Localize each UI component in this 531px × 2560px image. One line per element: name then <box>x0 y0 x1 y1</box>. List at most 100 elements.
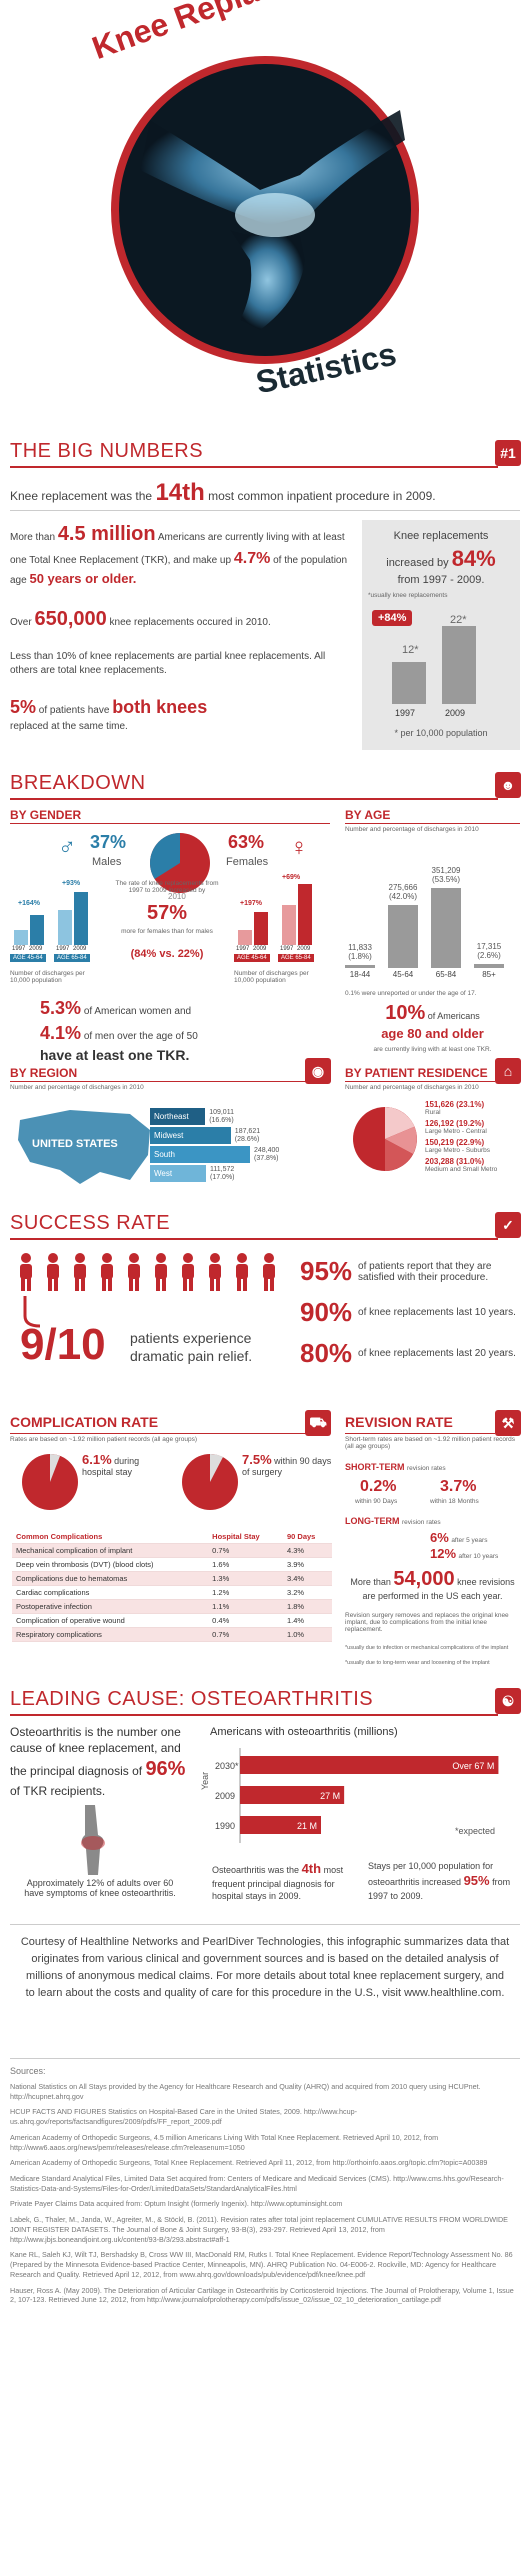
male-bar <box>58 910 72 945</box>
table-row: Mechanical complication of implant 0.7% 4.… <box>12 1543 332 1558</box>
bar-2009 <box>442 626 476 704</box>
age-value: 275,666 (42.0%) <box>388 883 418 902</box>
success-title: SUCCESS RATE <box>10 1212 171 1234</box>
osteo-data-label: 27 M <box>320 1791 340 1801</box>
region-row: Northeast 109,011 (16.6%) <box>150 1108 330 1125</box>
sub-divider <box>10 1081 330 1082</box>
person-icon <box>14 1252 38 1292</box>
complication-title: COMPLICATION RATE <box>10 1414 159 1430</box>
million-block: More than 4.5 million Americans are curr… <box>10 523 348 587</box>
females-pct: 63% <box>228 832 265 852</box>
nine-tenths: 9/10 <box>20 1320 106 1369</box>
age-label: 45-64 <box>392 970 414 979</box>
person-icon <box>122 1252 146 1292</box>
pie-90days <box>182 1453 238 1510</box>
pct-value: 4.7% <box>233 550 271 567</box>
hash-badge-icon: #1 <box>495 440 521 466</box>
rank-line: Knee replacement was the 14th most commo… <box>10 479 436 506</box>
by-region-title: BY REGION <box>10 1066 78 1080</box>
age-bar <box>388 905 418 968</box>
region-row: West 111,572 (17.0%) <box>150 1165 330 1182</box>
people-row <box>14 1252 284 1292</box>
person-icon <box>230 1252 254 1292</box>
knee-xray-icon <box>111 56 419 364</box>
male-bar <box>14 930 28 945</box>
partial-text: Less than 10% of knee replacements are p… <box>10 651 326 676</box>
sources-title: Sources: <box>10 2066 46 2076</box>
region-value: 248,400 (37.8%) <box>254 1146 280 1162</box>
person-icon <box>95 1252 119 1292</box>
age-bar <box>431 888 461 968</box>
sources-list: National Statistics on All Stays provide… <box>10 2082 520 2311</box>
age-label: 18-44 <box>349 970 371 979</box>
male-bar <box>74 892 88 945</box>
us-map-icon <box>18 1110 150 1184</box>
sub-divider <box>345 1433 495 1434</box>
gender-pie <box>149 833 210 893</box>
region-row: Midwest 187,621 (28.6%) <box>150 1127 330 1144</box>
female-bar <box>238 930 252 945</box>
location-pin-icon: ◉ <box>305 1058 331 1084</box>
region-bar: Midwest <box>150 1127 231 1144</box>
region-chart: Northeast 109,011 (16.6%) Midwest 187,621 (… <box>150 1108 330 1188</box>
sub-divider <box>10 823 330 824</box>
divider <box>10 510 520 511</box>
age-value: 351,209 (53.5%) <box>431 866 461 885</box>
source-item: National Statistics on All Stays provide… <box>10 2082 481 2101</box>
male-bar <box>30 915 44 945</box>
joint-badge-icon: ☯ <box>495 1688 521 1714</box>
increase-box: Knee replacements increased by 84% from … <box>362 520 520 750</box>
person-icon <box>176 1252 200 1292</box>
source-item: Hauser, Ross A. (May 2009). The Deterior… <box>10 2285 514 2305</box>
both-block: 5% of patients have both knees replaced … <box>10 697 208 733</box>
source-item: American Academy of Orthopedic Surgeons,… <box>10 2132 439 2152</box>
increase-badge: +84% <box>372 610 413 626</box>
footer-divider <box>10 1924 520 1925</box>
courtesy-text: Courtesy of Healthline Networks and Pear… <box>20 1936 510 2000</box>
region-row: South 248,400 (37.8%) <box>150 1146 330 1163</box>
region-value: 111,572 (17.0%) <box>210 1165 235 1181</box>
residence-pie <box>353 1107 417 1171</box>
region-bar: Northeast <box>150 1108 206 1125</box>
people-badge-icon: ☻ <box>495 772 521 798</box>
section-divider <box>10 798 498 800</box>
age-label: 85+ <box>482 970 496 979</box>
male-icon: ♂ <box>58 834 76 861</box>
rate-pct: 57% <box>146 902 188 924</box>
section-divider <box>10 1714 498 1716</box>
bracket <box>23 1296 41 1328</box>
osteo-ylabel: Year <box>200 1771 210 1790</box>
age-bar <box>474 964 504 968</box>
by-age-title: BY AGE <box>345 808 391 822</box>
source-item: HCUP FACTS AND FIGURES Statistics on Hos… <box>10 2107 358 2127</box>
female-bar <box>282 905 296 945</box>
section-divider <box>10 466 498 468</box>
header: Knee Replacement Statistics <box>0 0 531 420</box>
rank-value: 14th <box>155 479 205 506</box>
sub-divider <box>345 1081 495 1082</box>
house-badge-icon: ⌂ <box>495 1058 521 1084</box>
wrench-badge-icon: ⚒ <box>495 1410 521 1436</box>
osteo-bar <box>240 1816 321 1834</box>
million-value: 4.5 million <box>57 523 156 545</box>
source-item: Kane RL, Saleh KJ, Wilt TJ, Bershadsky B… <box>10 2250 513 2279</box>
complication-table: Common Complications Hospital Stay 90 Da… <box>12 1530 332 1642</box>
osteo-bar <box>240 1756 499 1774</box>
sub-divider <box>345 823 520 824</box>
table-row: Respiratory complications 0.7% 1.0% <box>12 1627 332 1642</box>
region-bar: South <box>150 1146 250 1163</box>
table-row: Cardiac complications 1.2% 3.2% <box>12 1585 332 1600</box>
source-item: Private Payer Claims Data acquired from:… <box>10 2199 343 2209</box>
osteo-tick-label: 2030* <box>215 1761 239 1771</box>
age-value: 17,315 (2.6%) <box>476 942 502 961</box>
table-row: Complication of operative wound 0.4% 1.4% <box>12 1613 332 1628</box>
bar-1997 <box>392 662 426 704</box>
residence-legend: 151,626 (23.1%) Rural 126,192 (19.2%) Larg… <box>425 1100 498 1173</box>
males-pct: 37% <box>90 832 127 852</box>
female-icon: ♀ <box>290 834 308 861</box>
osteo-bar <box>240 1786 345 1804</box>
person-icon <box>41 1252 65 1292</box>
table-row: Postoperative infection 1.1% 1.8% <box>12 1599 332 1614</box>
table-row: Complications due to hematomas 1.3% 3.4% <box>12 1571 332 1586</box>
female-bar <box>298 884 312 945</box>
